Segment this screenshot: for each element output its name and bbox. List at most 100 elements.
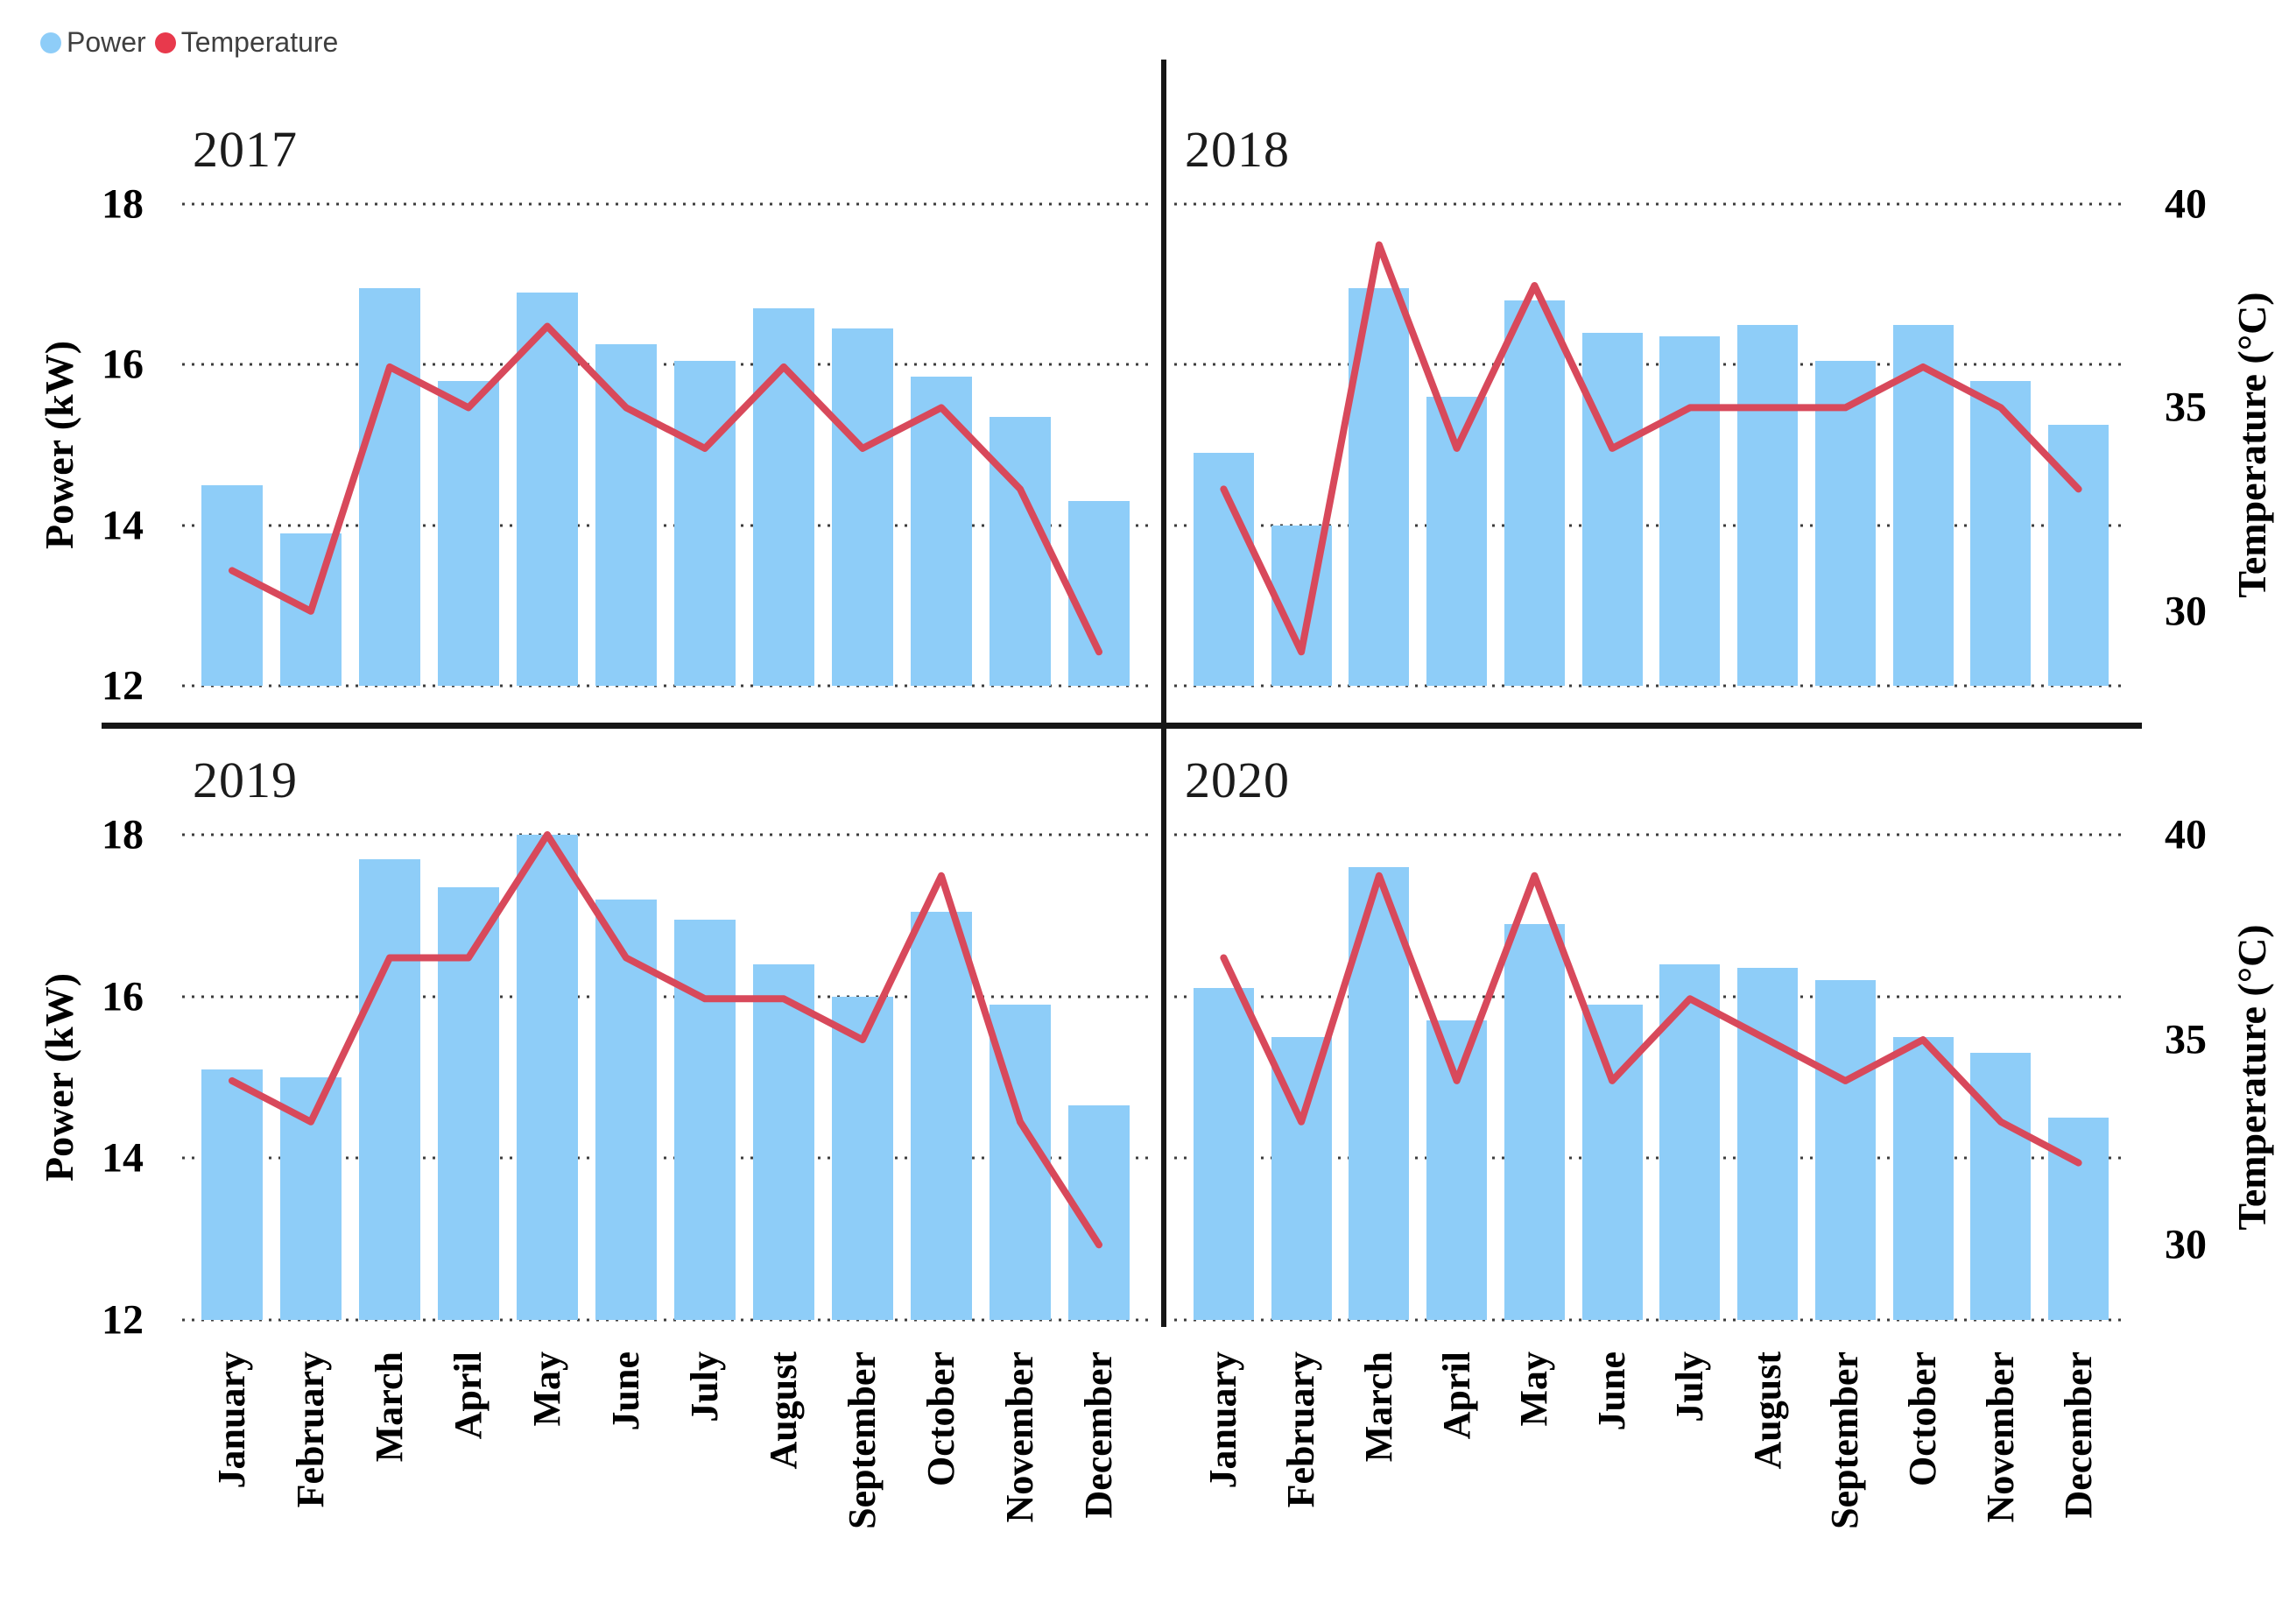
- temperature-line-2018: [1220, 241, 2082, 656]
- gridline-power-18: [182, 833, 1149, 836]
- month-label: June: [1590, 1351, 1634, 1431]
- power-bar-2018-July: [1659, 336, 1721, 686]
- power-axis-title-bottom: Power (kW): [37, 972, 81, 1182]
- chart-title-2020: 2020: [1185, 752, 1290, 808]
- temperature-line-2017: [229, 322, 1102, 656]
- power-bar-2018-August: [1737, 324, 1799, 686]
- gridline-power-16: [182, 363, 1149, 366]
- temperature-tick-label: 30: [2165, 588, 2207, 635]
- power-bar-2019-September: [831, 996, 894, 1320]
- temperature-polyline: [1220, 872, 2082, 1167]
- chart-title-2018: 2018: [1185, 121, 1290, 178]
- gridline-power-18: [1174, 833, 2128, 836]
- power-bar-2019-January: [201, 1069, 264, 1320]
- power-bar-2017-April: [437, 380, 500, 686]
- power-bar-2019-March: [358, 858, 421, 1320]
- power-bar-2018-October: [1892, 324, 1954, 686]
- temperature-tick-label: 40: [2165, 180, 2207, 228]
- temperature-polyline: [229, 831, 1102, 1249]
- month-label: May: [1512, 1351, 1556, 1427]
- power-bar-2020-October: [1892, 1036, 1954, 1320]
- power-bar-2019-August: [752, 963, 815, 1320]
- temperature-tick-label: 40: [2165, 811, 2207, 858]
- chart-2020: 2020 40 35 30: [1174, 752, 2207, 1322]
- power-bar-2017-November: [989, 416, 1052, 686]
- power-bar-2018-September: [1814, 360, 1876, 686]
- chart-2017: 2017 18 16 14 12: [102, 121, 1149, 709]
- horizontal-divider: [102, 723, 2142, 729]
- month-label: December: [2056, 1351, 2100, 1519]
- legend-label-power: Power: [67, 26, 146, 58]
- gridline-power-18: [1174, 202, 2128, 206]
- month-label: October: [1901, 1351, 1945, 1486]
- power-bar-2019-May: [516, 835, 579, 1320]
- month-label: February: [1279, 1351, 1323, 1508]
- power-tick-label: 16: [102, 341, 144, 388]
- month-label: October: [919, 1351, 962, 1486]
- month-label: April: [1434, 1351, 1478, 1440]
- gridline-power-14: [182, 524, 1149, 527]
- month-label: August: [1745, 1351, 1789, 1470]
- month-label: September: [1823, 1351, 1867, 1529]
- power-bar-2020-September: [1814, 980, 1876, 1320]
- chart-2019: 2019 18 16 14 12: [102, 752, 1149, 1344]
- legend-label-temperature: Temperature: [180, 26, 339, 58]
- gridline-power-14: [1174, 524, 2128, 527]
- month-label: June: [604, 1351, 647, 1431]
- month-label: July: [1667, 1351, 1711, 1422]
- power-bar-2017-May: [516, 292, 579, 686]
- vertical-divider: [1161, 60, 1166, 1327]
- power-tick-label: 18: [102, 180, 144, 228]
- power-bar-2018-May: [1504, 300, 1565, 686]
- month-label: November: [1978, 1351, 2022, 1523]
- chart-title-2019: 2019: [193, 752, 298, 808]
- legend: Power Temperature: [40, 26, 338, 59]
- gridline-power-16: [1174, 363, 2128, 366]
- power-bar-2017-March: [358, 288, 421, 686]
- power-bar-2020-January: [1193, 988, 1254, 1320]
- legend-item-temperature: Temperature: [154, 26, 339, 59]
- power-bar-2017-June: [595, 344, 658, 686]
- month-label: April: [447, 1351, 489, 1440]
- gridline-power-18: [182, 202, 1149, 206]
- power-bar-2019-October: [910, 911, 973, 1320]
- temperature-tick-label: 30: [2165, 1221, 2207, 1268]
- chart-title-2017: 2017: [193, 121, 298, 178]
- temperature-polyline: [1220, 241, 2082, 656]
- chart-2018: 2018 40 35 30: [1174, 121, 2207, 688]
- month-label: December: [1077, 1351, 1120, 1519]
- power-bar-2017-January: [201, 484, 264, 686]
- power-bar-2017-July: [673, 360, 736, 686]
- gridline-power-12: [182, 684, 1149, 688]
- power-tick-label: 16: [102, 973, 144, 1020]
- gridline-power-14: [1174, 1156, 2128, 1160]
- temperature-tick-label: 35: [2165, 1016, 2207, 1063]
- month-label: August: [762, 1351, 805, 1470]
- temperature-series-dot-icon: [154, 32, 176, 53]
- power-tick-label: 18: [102, 811, 144, 858]
- month-label: March: [368, 1351, 411, 1463]
- month-label: September: [841, 1351, 884, 1529]
- legend-item-power: Power: [40, 26, 146, 59]
- power-bar-2020-May: [1504, 923, 1565, 1320]
- temperature-line-2020: [1220, 872, 2082, 1167]
- temperature-axis-title-bottom: Temperature (°C): [2229, 924, 2274, 1231]
- power-tick-label: 14: [102, 502, 144, 549]
- month-label: February: [289, 1351, 332, 1508]
- month-label: November: [998, 1351, 1041, 1523]
- power-tick-label: 12: [102, 1296, 144, 1344]
- month-label: July: [683, 1351, 726, 1422]
- gridline-power-12: [1174, 1318, 2128, 1322]
- power-axis-title-top: Power (kW): [37, 340, 81, 550]
- month-label: January: [210, 1351, 253, 1489]
- power-bar-2018-June: [1581, 332, 1643, 686]
- month-label: March: [1356, 1351, 1400, 1463]
- power-series-dot-icon: [40, 32, 61, 53]
- power-tick-label: 14: [102, 1134, 144, 1182]
- gridline-power-16: [182, 995, 1149, 999]
- temperature-tick-label: 35: [2165, 384, 2207, 431]
- month-label: January: [1201, 1351, 1245, 1489]
- gridline-power-16: [1174, 995, 2128, 999]
- power-bar-2020-April: [1426, 1020, 1488, 1320]
